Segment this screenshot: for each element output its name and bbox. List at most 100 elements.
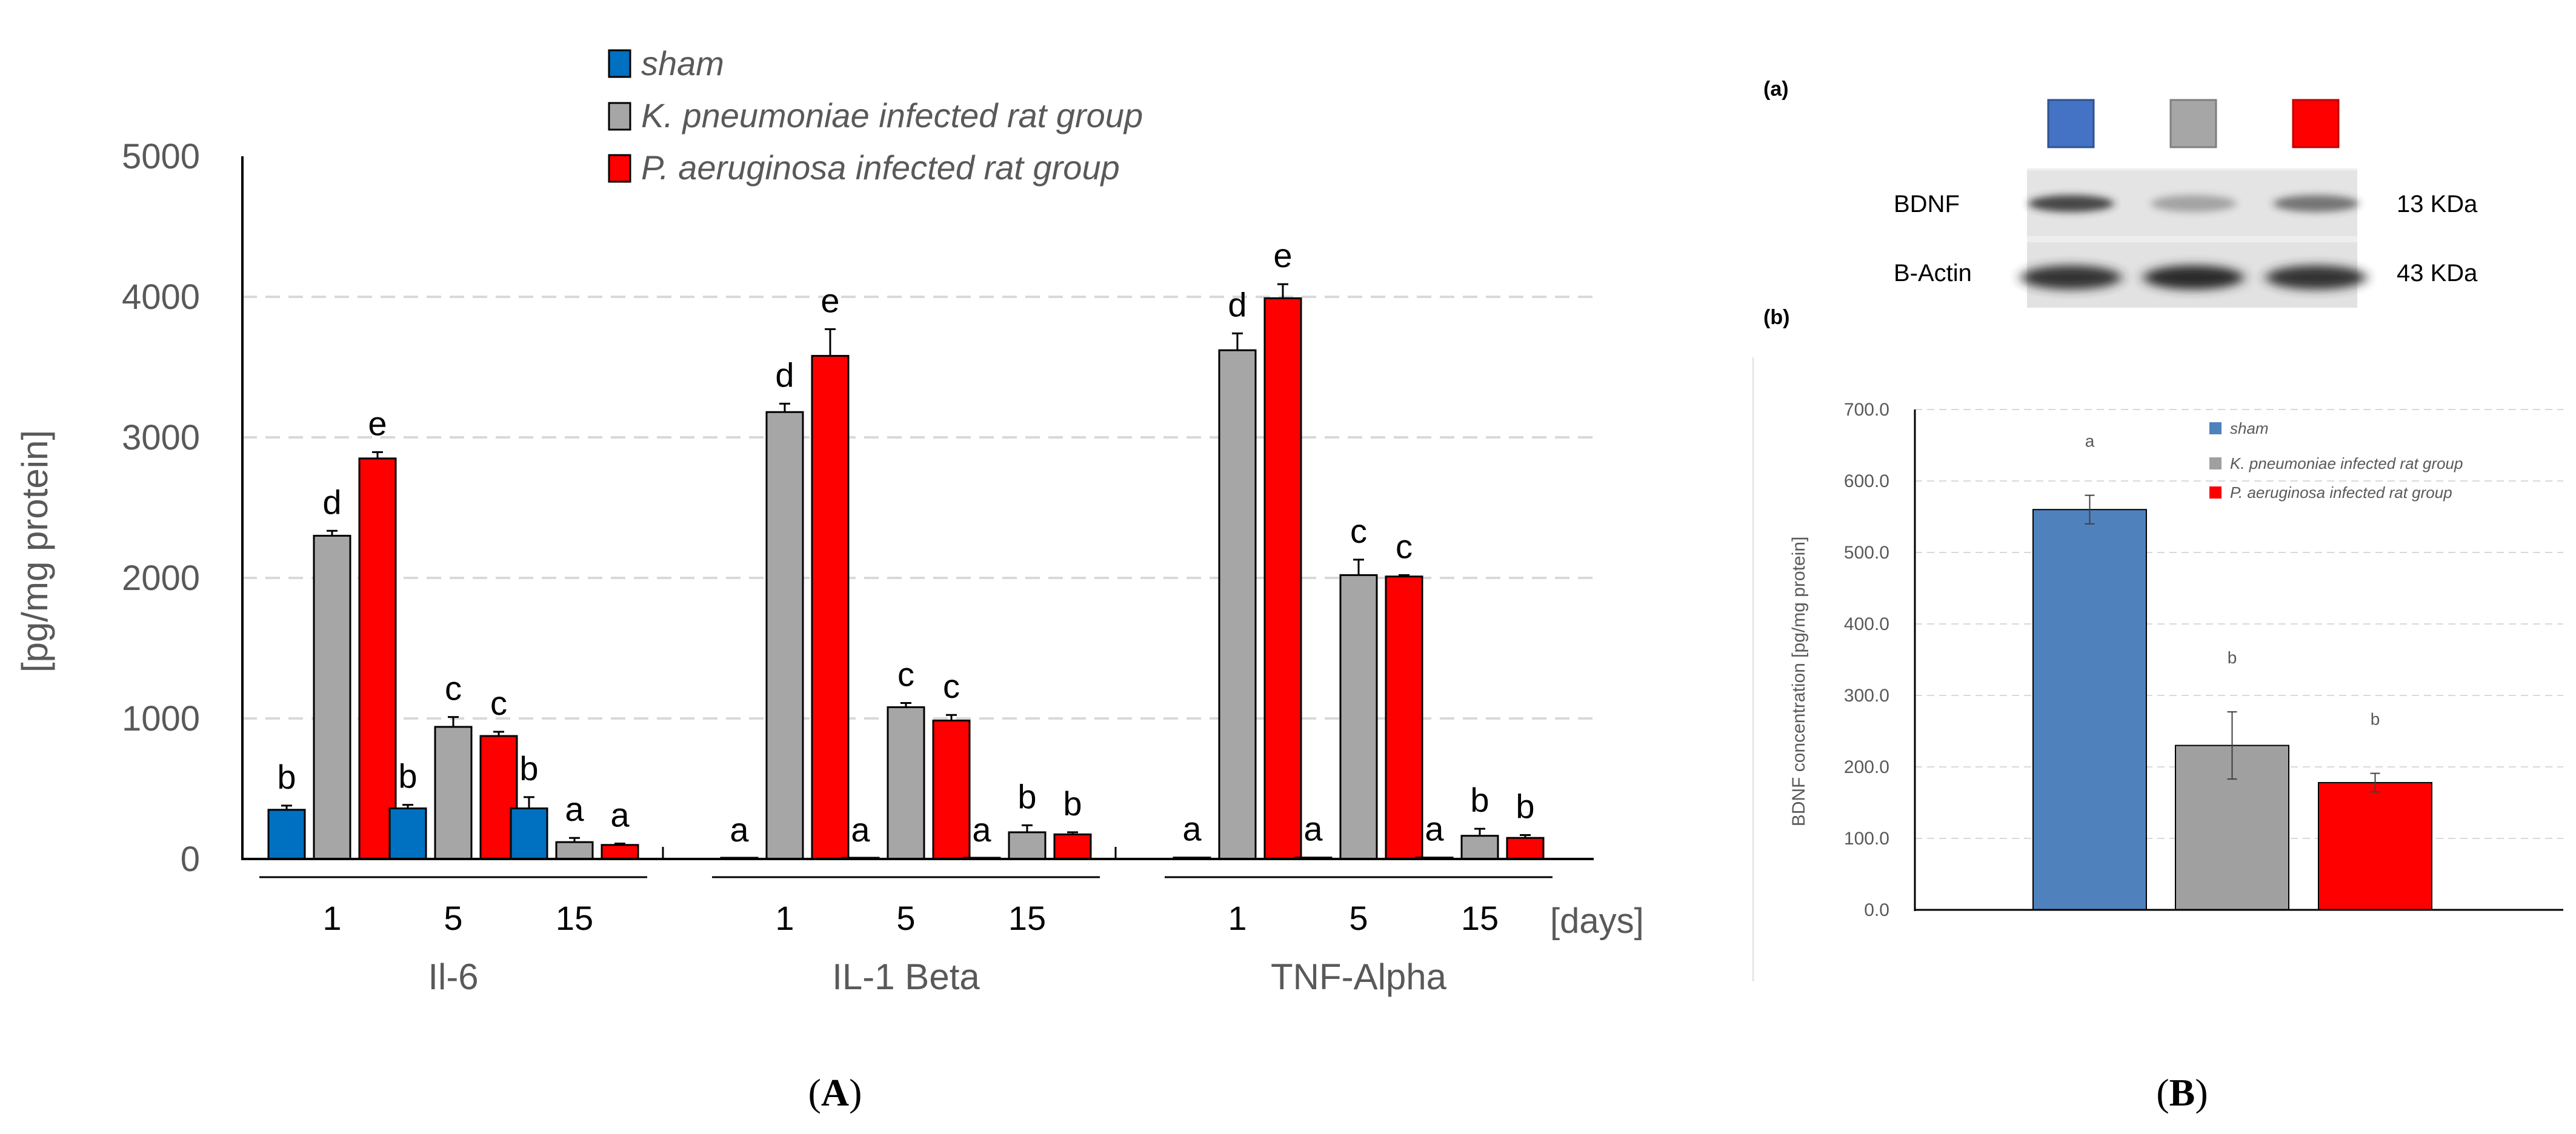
significance-label: a bbox=[972, 811, 991, 849]
day-label: 5 bbox=[444, 899, 462, 937]
bar-tnfalpha-day15-paeruginosa bbox=[1506, 837, 1545, 860]
y-tick-label: 400.0 bbox=[1844, 614, 1889, 634]
y-tick-label: 700.0 bbox=[1844, 400, 1889, 420]
panel-label-A: (A) bbox=[808, 1071, 862, 1114]
significance-label: a bbox=[730, 811, 749, 849]
bar-tnfalpha-day5-kpneumoniae bbox=[1339, 574, 1378, 860]
legend-label-paeruginosa: P. aeruginosa infected rat group bbox=[2230, 483, 2452, 502]
blot-band-bdnf-lane1 bbox=[2028, 195, 2114, 212]
x-axis-unit-label: [days] bbox=[1550, 901, 1644, 941]
significance-label: b bbox=[277, 758, 296, 796]
y-tick-label: 300.0 bbox=[1844, 686, 1889, 706]
y-axis-label: [pg/mg protein] bbox=[15, 430, 55, 672]
group-label: TNF-Alpha bbox=[1271, 957, 1447, 997]
panel-label-A-open: ( bbox=[808, 1071, 821, 1114]
legend: sham K. pneumoniae infected rat group P.… bbox=[2209, 419, 2463, 502]
gridlines bbox=[1915, 409, 2563, 839]
y-tick-label: 3000 bbox=[122, 418, 200, 457]
y-tick-label: 0 bbox=[181, 840, 200, 879]
significance-label: a bbox=[610, 795, 630, 834]
legend-swatch-paeruginosa bbox=[608, 154, 631, 183]
significance-label: c bbox=[490, 684, 507, 722]
bar-bdnf-sham bbox=[2032, 509, 2147, 910]
bar-il6-day15-kpneumoniae bbox=[555, 841, 594, 860]
bar-il1beta-day15-paeruginosa bbox=[1053, 833, 1092, 860]
subpanel-label-a: (a) bbox=[1763, 78, 1789, 101]
bar-il6-day15-sham bbox=[510, 807, 548, 860]
blot-row-label-actin: B-Actin bbox=[1894, 260, 1972, 287]
significance-label: c bbox=[897, 655, 914, 693]
legend-label-sham: sham bbox=[2230, 419, 2269, 437]
significance-label: c bbox=[445, 669, 462, 708]
significance-label: b bbox=[398, 757, 417, 795]
blot-band-bdnf-lane3 bbox=[2273, 195, 2359, 212]
significance-label: b bbox=[1063, 784, 1082, 823]
legend-item-sham: sham bbox=[608, 44, 724, 82]
panel-label-B: (B) bbox=[2156, 1071, 2208, 1114]
bar-il1beta-day1-paeruginosa bbox=[811, 354, 850, 860]
y-tick-label: 2000 bbox=[122, 559, 200, 598]
bar-il6-day1-kpneumoniae bbox=[313, 534, 351, 860]
bars: a b b bbox=[2032, 432, 2432, 910]
panel-label-B-open: ( bbox=[2156, 1071, 2169, 1114]
significance-label: b bbox=[1470, 781, 1489, 819]
day-label: 1 bbox=[775, 899, 794, 937]
lane-swatch-kpneumoniae bbox=[2169, 99, 2217, 148]
bar-il1beta-day5-paeruginosa bbox=[932, 719, 971, 860]
western-blot: (a) BDNF B-Actin 13 KDa 43 KDa bbox=[1763, 78, 2478, 308]
y-tick-label: 0.0 bbox=[1864, 900, 1889, 920]
legend-item-kpneumoniae: K. pneumoniae infected rat group bbox=[2209, 454, 2463, 472]
y-axis-ticks: 0.0 100.0 200.0 300.0 400.0 500.0 600.0 700.0 bbox=[1844, 400, 1889, 920]
bdnf-bar-chart: (b) 0.0100.0200.0300.0400.0500.0600.0700… bbox=[1752, 306, 2563, 1114]
blot-band-actin-lane2 bbox=[2143, 265, 2244, 290]
y-tick-label: 600.0 bbox=[1844, 471, 1889, 491]
day-label: 15 bbox=[556, 899, 593, 937]
legend-label-kpneumoniae: K. pneumoniae infected rat group bbox=[641, 96, 1143, 134]
significance-label: b bbox=[519, 749, 538, 788]
panel-label-A-close: ) bbox=[849, 1071, 862, 1114]
y-tick-label: 100.0 bbox=[1844, 829, 1889, 849]
bar-tnfalpha-day5-paeruginosa bbox=[1385, 575, 1423, 860]
legend-label-paeruginosa: P. aeruginosa infected rat group bbox=[641, 148, 1120, 187]
legend: sham K. pneumoniae infected rat group P.… bbox=[608, 44, 1143, 187]
significance-label: e bbox=[1273, 236, 1292, 274]
significance-label: d bbox=[1228, 285, 1246, 323]
significance-label: a bbox=[2085, 432, 2095, 451]
y-axis-ticks: 0 1000 2000 3000 4000 5000 bbox=[122, 137, 200, 879]
significance-label: a bbox=[1182, 810, 1202, 848]
significance-label: b bbox=[2228, 648, 2237, 667]
legend-swatch-sham bbox=[2209, 422, 2222, 434]
significance-label: b bbox=[1017, 777, 1036, 815]
bar-il6-day1-sham bbox=[267, 809, 306, 860]
significance-label: c bbox=[1350, 512, 1367, 550]
lane-swatch-paeruginosa bbox=[2292, 99, 2340, 148]
bar-tnfalpha-day1-paeruginosa bbox=[1263, 297, 1302, 860]
day-label: 15 bbox=[1008, 899, 1046, 937]
significance-label: a bbox=[851, 811, 870, 849]
blot-band-actin-lane1 bbox=[2021, 265, 2122, 290]
group-label: IL-1 Beta bbox=[832, 957, 980, 997]
y-tick-label: 5000 bbox=[122, 137, 200, 176]
legend-label-kpneumoniae: K. pneumoniae infected rat group bbox=[2230, 454, 2463, 472]
legend-item-paeruginosa: P. aeruginosa infected rat group bbox=[2209, 483, 2452, 502]
significance-label: b bbox=[1516, 788, 1534, 826]
blot-size-actin: 43 KDa bbox=[2397, 260, 2478, 287]
significance-label: a bbox=[565, 790, 584, 828]
legend-swatch-kpneumoniae bbox=[608, 102, 631, 131]
panel-label-B-close: ) bbox=[2195, 1071, 2208, 1114]
bar-il1beta-day15-kpneumoniae bbox=[1008, 831, 1047, 860]
day-label: 15 bbox=[1461, 899, 1499, 937]
bar-il6-day5-kpneumoniae bbox=[434, 726, 473, 860]
blot-size-bdnf: 13 KDa bbox=[2397, 191, 2478, 217]
bar-il1beta-day1-kpneumoniae bbox=[765, 411, 804, 860]
day-label: 1 bbox=[1228, 899, 1246, 937]
bar-bdnf-paeruginosa bbox=[2318, 781, 2432, 910]
y-tick-label: 500.0 bbox=[1844, 543, 1889, 563]
blot-row-label-bdnf: BDNF bbox=[1894, 191, 1960, 217]
y-tick-label: 1000 bbox=[122, 699, 200, 738]
panel-label-A-letter: A bbox=[821, 1071, 849, 1114]
legend-item-kpneumoniae: K. pneumoniae infected rat group bbox=[608, 96, 1143, 134]
significance-label: c bbox=[943, 667, 960, 705]
